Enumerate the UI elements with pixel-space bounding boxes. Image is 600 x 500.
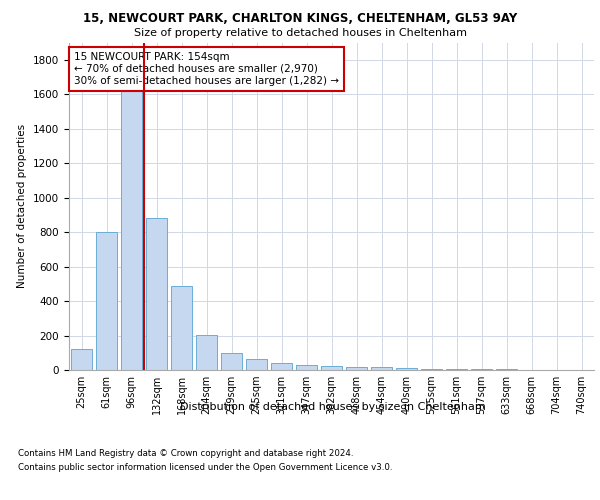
Bar — [246, 359, 267, 370]
Bar — [196, 334, 217, 370]
Bar — [446, 369, 467, 370]
Bar — [96, 232, 117, 370]
Bar — [421, 368, 442, 370]
Bar — [471, 369, 492, 370]
Bar — [321, 366, 342, 370]
Bar — [221, 353, 242, 370]
Text: 15 NEWCOURT PARK: 154sqm
← 70% of detached houses are smaller (2,970)
30% of sem: 15 NEWCOURT PARK: 154sqm ← 70% of detach… — [74, 52, 339, 86]
Text: Size of property relative to detached houses in Cheltenham: Size of property relative to detached ho… — [133, 28, 467, 38]
Bar — [171, 286, 192, 370]
Bar — [346, 366, 367, 370]
Bar — [121, 88, 142, 370]
Text: Distribution of detached houses by size in Cheltenham: Distribution of detached houses by size … — [180, 402, 486, 412]
Bar — [371, 368, 392, 370]
Y-axis label: Number of detached properties: Number of detached properties — [17, 124, 28, 288]
Bar — [71, 350, 92, 370]
Text: Contains HM Land Registry data © Crown copyright and database right 2024.: Contains HM Land Registry data © Crown c… — [18, 448, 353, 458]
Bar — [396, 368, 417, 370]
Bar — [146, 218, 167, 370]
Bar — [296, 365, 317, 370]
Bar — [271, 363, 292, 370]
Text: 15, NEWCOURT PARK, CHARLTON KINGS, CHELTENHAM, GL53 9AY: 15, NEWCOURT PARK, CHARLTON KINGS, CHELT… — [83, 12, 517, 26]
Text: Contains public sector information licensed under the Open Government Licence v3: Contains public sector information licen… — [18, 464, 392, 472]
